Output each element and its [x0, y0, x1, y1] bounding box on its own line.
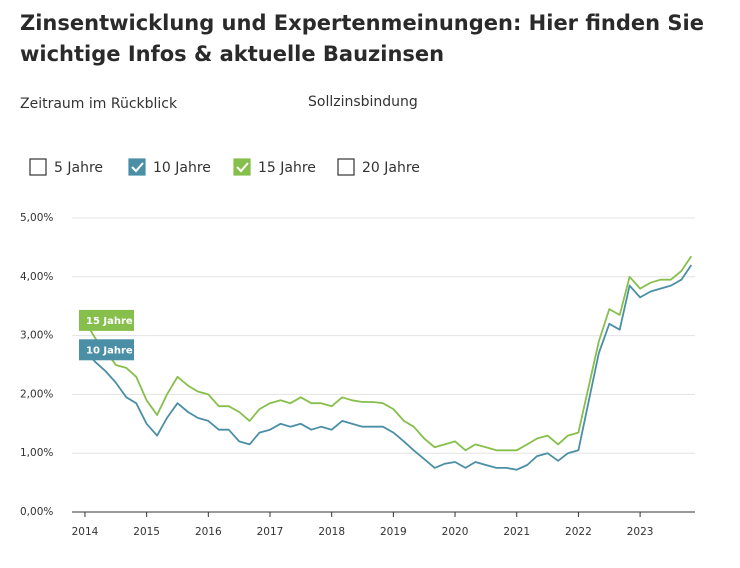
x-tick-label: 2023 [627, 526, 654, 538]
check-mark [236, 162, 249, 173]
period-label[interactable]: Zeitraum im Rückblick [20, 96, 178, 112]
y-tick-label: 5,00% [20, 212, 53, 224]
checkbox-label[interactable]: 20 Jahre [362, 160, 420, 176]
check-mark [131, 162, 144, 173]
series-line [84, 255, 693, 452]
y-tick-label: 0,00% [20, 506, 53, 518]
series-flag [79, 339, 134, 361]
checkbox[interactable] [128, 158, 146, 176]
checkbox[interactable] [29, 158, 47, 176]
x-tick-label: 2021 [503, 526, 530, 538]
checkbox-label[interactable]: 10 Jahre [153, 160, 211, 176]
page-title: Zinsentwicklung und Expertenmeinungen: H… [20, 11, 704, 35]
x-tick-label: 2016 [195, 526, 222, 538]
series-flag [79, 309, 134, 331]
x-tick-label: 2017 [257, 526, 284, 538]
page-title: wichtige Infos & aktuelle Bauzinsen [20, 42, 444, 66]
checkbox-label[interactable]: 15 Jahre [258, 160, 316, 176]
y-tick-label: 3,00% [20, 330, 53, 342]
binding-label[interactable]: Sollzinsbindung [308, 94, 418, 110]
checkbox[interactable] [337, 158, 355, 176]
series-flag-label: 15 Jahre [86, 316, 133, 327]
checkbox-label[interactable]: 5 Jahre [54, 160, 103, 176]
x-tick-label: 2022 [565, 526, 592, 538]
checkbox[interactable] [233, 158, 251, 176]
x-tick-label: 2020 [442, 526, 469, 538]
series-line [84, 264, 693, 471]
y-tick-label: 4,00% [20, 271, 53, 283]
series-flag-label: 10 Jahre [86, 345, 133, 356]
x-tick-label: 2014 [72, 526, 99, 538]
x-tick-label: 2019 [380, 526, 407, 538]
y-tick-label: 2,00% [20, 388, 53, 400]
y-tick-label: 1,00% [20, 447, 53, 459]
x-tick-label: 2018 [318, 526, 345, 538]
x-tick-label: 2015 [133, 526, 160, 538]
